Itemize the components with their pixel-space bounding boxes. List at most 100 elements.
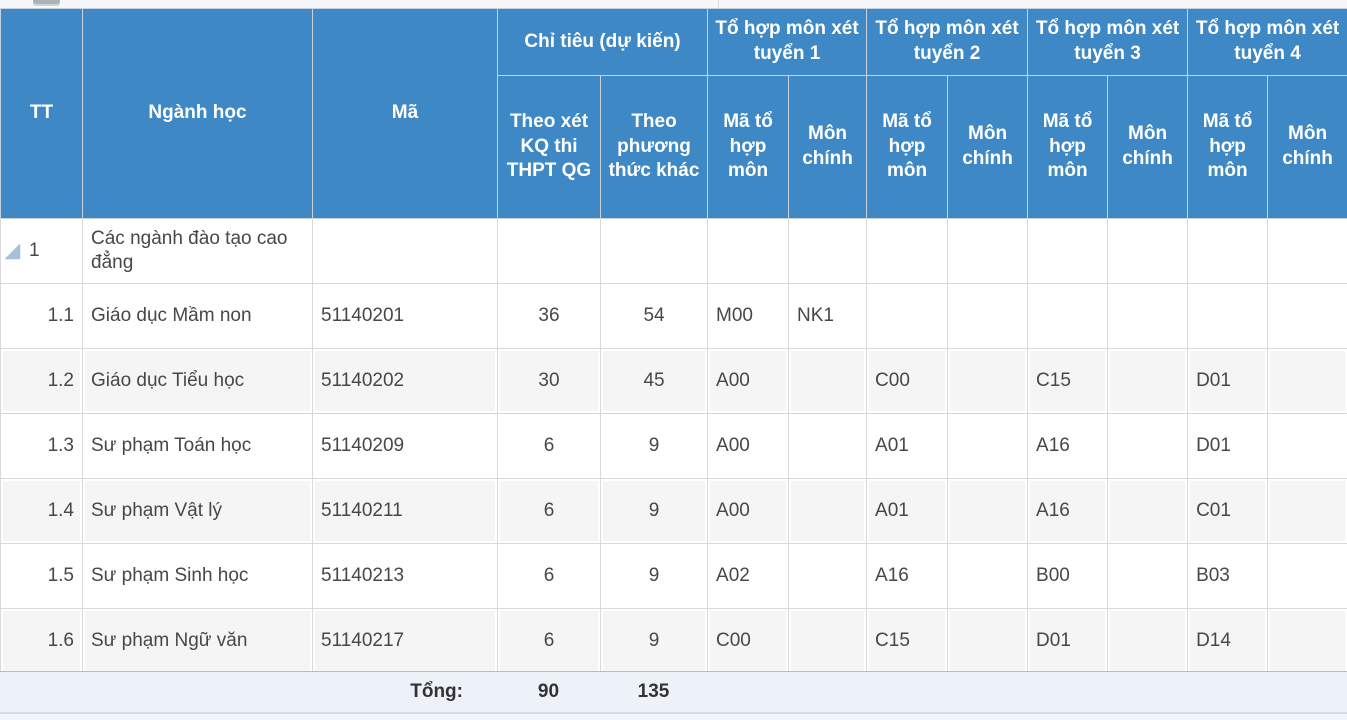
cell-tohop2-mon[interactable] — [947, 348, 1029, 414]
column-header-tohop1-ma[interactable]: Mã tổ hợp môn — [707, 75, 790, 219]
cell-tohop1-ma[interactable]: A00 — [707, 348, 790, 414]
cell-nganh-hoc[interactable]: Sư phạm Sinh học — [82, 543, 313, 609]
cell-tohop3-mon[interactable] — [1107, 478, 1189, 544]
toolbar-button-partial-icon[interactable] — [33, 0, 60, 6]
cell-tohop2-mon[interactable] — [947, 478, 1029, 544]
cell-quota-khac[interactable] — [599, 218, 709, 284]
cell-ma[interactable]: 51140201 — [312, 283, 498, 349]
cell-quota-thpt[interactable]: 6 — [497, 478, 601, 544]
group-header-to-hop-4[interactable]: Tổ hợp môn xét tuyển 4 — [1187, 8, 1347, 76]
cell-ma[interactable]: 51140211 — [312, 478, 498, 544]
cell-tohop1-mon[interactable] — [788, 413, 868, 479]
cell-tohop3-ma[interactable]: A16 — [1027, 413, 1109, 479]
cell-tohop4-mon[interactable] — [1267, 283, 1347, 349]
cell-tohop4-ma[interactable]: D01 — [1187, 413, 1269, 479]
group-header-to-hop-1[interactable]: Tổ hợp môn xét tuyển 1 — [707, 8, 868, 76]
column-header-nganh-hoc[interactable]: Ngành học — [82, 8, 313, 219]
cell-tt[interactable]: 1 — [0, 218, 83, 284]
cell-tohop2-ma[interactable] — [866, 283, 949, 349]
cell-tohop4-mon[interactable] — [1267, 543, 1347, 609]
column-header-tohop4-mon[interactable]: Môn chính — [1267, 75, 1347, 219]
cell-tohop1-mon[interactable] — [788, 478, 868, 544]
column-header-quota-khac[interactable]: Theo phương thức khác — [599, 75, 709, 219]
cell-ma[interactable]: 51140213 — [312, 543, 498, 609]
cell-tohop4-mon[interactable] — [1267, 348, 1347, 414]
cell-tohop3-ma[interactable] — [1027, 218, 1109, 284]
cell-tohop2-ma[interactable]: A01 — [866, 478, 949, 544]
cell-quota-khac[interactable]: 54 — [599, 283, 709, 349]
cell-tohop4-ma[interactable]: D01 — [1187, 348, 1269, 414]
column-header-quota-thpt[interactable]: Theo xét KQ thi THPT QG — [497, 75, 601, 219]
cell-tohop4-mon[interactable] — [1267, 218, 1347, 284]
cell-tohop1-ma[interactable]: M00 — [707, 283, 790, 349]
cell-nganh-hoc[interactable]: Sư phạm Ngữ văn — [82, 608, 313, 674]
cell-tohop3-ma[interactable]: D01 — [1027, 608, 1109, 674]
cell-tohop4-ma[interactable]: B03 — [1187, 543, 1269, 609]
cell-tt[interactable]: 1.2 — [0, 348, 83, 414]
cell-tohop2-ma[interactable]: C00 — [866, 348, 949, 414]
cell-tohop4-ma[interactable] — [1187, 218, 1269, 284]
cell-tohop3-mon[interactable] — [1107, 218, 1189, 284]
cell-quota-khac[interactable]: 9 — [599, 543, 709, 609]
group-header-to-hop-3[interactable]: Tổ hợp môn xét tuyển 3 — [1027, 8, 1189, 76]
cell-tohop1-mon[interactable] — [788, 543, 868, 609]
column-header-tohop2-mon[interactable]: Môn chính — [947, 75, 1029, 219]
cell-tohop1-mon[interactable] — [788, 218, 868, 284]
cell-tt[interactable]: 1.3 — [0, 413, 83, 479]
collapse-triangle-icon[interactable] — [5, 243, 20, 259]
cell-quota-thpt[interactable]: 6 — [497, 543, 601, 609]
cell-ma[interactable]: 51140202 — [312, 348, 498, 414]
cell-tt[interactable]: 1.6 — [0, 608, 83, 674]
cell-tohop2-mon[interactable] — [947, 283, 1029, 349]
cell-tohop1-mon[interactable]: NK1 — [788, 283, 868, 349]
cell-tohop3-mon[interactable] — [1107, 283, 1189, 349]
cell-quota-thpt[interactable]: 30 — [497, 348, 601, 414]
cell-ma[interactable]: 51140209 — [312, 413, 498, 479]
cell-tohop3-mon[interactable] — [1107, 608, 1189, 674]
cell-quota-khac[interactable]: 9 — [599, 413, 709, 479]
cell-tohop1-mon[interactable] — [788, 348, 868, 414]
cell-tohop4-mon[interactable] — [1267, 478, 1347, 544]
cell-nganh-hoc[interactable]: Giáo dục Tiểu học — [82, 348, 313, 414]
cell-tohop4-ma[interactable] — [1187, 283, 1269, 349]
cell-tohop1-ma[interactable] — [707, 218, 790, 284]
cell-tohop2-mon[interactable] — [947, 218, 1029, 284]
column-header-tohop3-mon[interactable]: Môn chính — [1107, 75, 1189, 219]
cell-tohop2-mon[interactable] — [947, 413, 1029, 479]
cell-tohop4-mon[interactable] — [1267, 608, 1347, 674]
cell-tohop4-ma[interactable]: C01 — [1187, 478, 1269, 544]
cell-quota-khac[interactable]: 9 — [599, 478, 709, 544]
cell-tohop3-mon[interactable] — [1107, 413, 1189, 479]
cell-nganh-hoc[interactable]: Các ngành đào tạo cao đẳng — [82, 218, 313, 284]
cell-quota-thpt[interactable]: 6 — [497, 608, 601, 674]
cell-tohop2-ma[interactable]: C15 — [866, 608, 949, 674]
column-header-tohop2-ma[interactable]: Mã tổ hợp môn — [866, 75, 949, 219]
cell-tohop3-ma[interactable]: B00 — [1027, 543, 1109, 609]
cell-tohop2-mon[interactable] — [947, 608, 1029, 674]
column-header-tohop4-ma[interactable]: Mã tổ hợp môn — [1187, 75, 1269, 219]
cell-tohop4-mon[interactable] — [1267, 413, 1347, 479]
cell-tohop2-mon[interactable] — [947, 543, 1029, 609]
cell-tohop3-mon[interactable] — [1107, 348, 1189, 414]
cell-tohop2-ma[interactable]: A01 — [866, 413, 949, 479]
cell-tohop1-mon[interactable] — [788, 608, 868, 674]
cell-tohop1-ma[interactable]: A00 — [707, 478, 790, 544]
cell-tohop3-mon[interactable] — [1107, 543, 1189, 609]
cell-quota-thpt[interactable]: 6 — [497, 413, 601, 479]
cell-tohop3-ma[interactable] — [1027, 283, 1109, 349]
cell-ma[interactable]: 51140217 — [312, 608, 498, 674]
cell-quota-thpt[interactable] — [497, 218, 601, 284]
cell-nganh-hoc[interactable]: Sư phạm Vật lý — [82, 478, 313, 544]
column-header-tt[interactable]: TT — [0, 8, 83, 219]
cell-quota-khac[interactable]: 45 — [599, 348, 709, 414]
cell-tohop3-ma[interactable]: A16 — [1027, 478, 1109, 544]
cell-tohop1-ma[interactable]: A02 — [707, 543, 790, 609]
cell-nganh-hoc[interactable]: Sư phạm Toán học — [82, 413, 313, 479]
cell-tt[interactable]: 1.5 — [0, 543, 83, 609]
column-header-ma[interactable]: Mã — [312, 8, 498, 219]
cell-nganh-hoc[interactable]: Giáo dục Mầm non — [82, 283, 313, 349]
cell-tohop3-ma[interactable]: C15 — [1027, 348, 1109, 414]
cell-tohop1-ma[interactable]: A00 — [707, 413, 790, 479]
cell-tt[interactable]: 1.1 — [0, 283, 83, 349]
column-header-tohop3-ma[interactable]: Mã tổ hợp môn — [1027, 75, 1109, 219]
